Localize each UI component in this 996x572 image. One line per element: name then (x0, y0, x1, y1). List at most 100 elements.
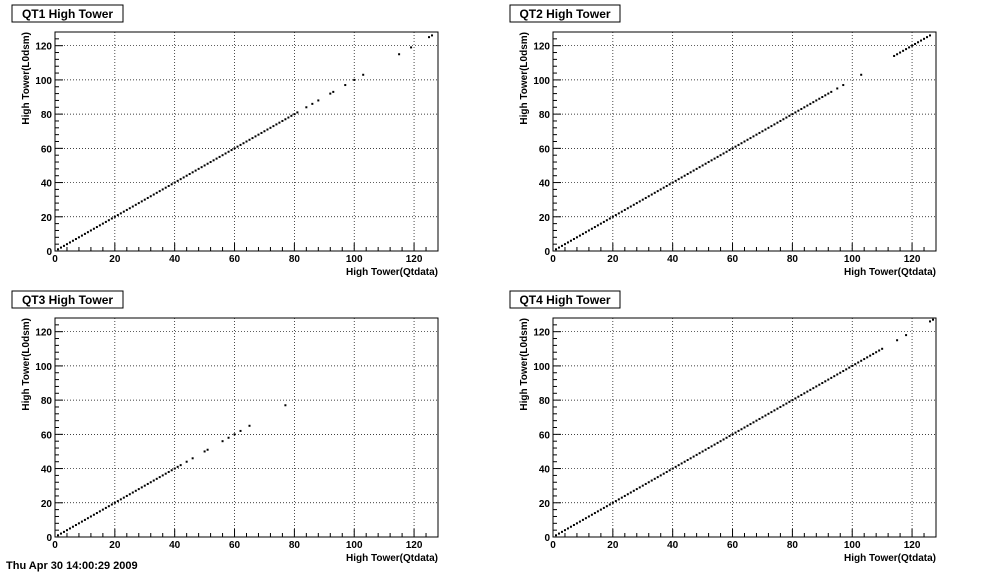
data-point (272, 125, 275, 128)
data-point (278, 121, 281, 124)
data-point (767, 412, 770, 415)
data-point (317, 99, 320, 102)
x-tick-label: 40 (169, 540, 181, 551)
data-point (86, 517, 89, 520)
data-point (806, 104, 809, 107)
chart-panel-4: QT4 High Tower 0 20 40 60 80 100 120 0 20 40 60 80 10… (509, 290, 937, 564)
data-point (152, 193, 155, 196)
data-point (626, 207, 629, 210)
data-point (77, 522, 80, 525)
data-point (296, 111, 299, 114)
data-point (800, 107, 803, 110)
data-point (620, 496, 623, 499)
data-point (128, 207, 131, 210)
data-point (830, 90, 833, 93)
x-tick-label: 120 (904, 540, 921, 551)
data-point (863, 358, 866, 361)
data-point (260, 131, 263, 134)
chart-title: QT4 High Tower (519, 293, 610, 307)
data-point (146, 196, 149, 199)
y-tick-label: 80 (41, 110, 53, 121)
x-tick-label: 40 (667, 540, 679, 551)
data-point (590, 513, 593, 516)
chart-panel-2: QT2 High Tower 0 20 40 60 80 100 120 0 20 40 60 80 10… (509, 4, 937, 278)
data-point (812, 101, 815, 104)
data-point (635, 488, 638, 491)
data-point (230, 149, 233, 152)
data-point (896, 53, 899, 56)
data-point (767, 126, 770, 129)
data-point (650, 193, 653, 196)
data-point (290, 114, 293, 117)
data-point (212, 159, 215, 162)
data-point (848, 366, 851, 369)
data-point (128, 493, 131, 496)
data-point (239, 429, 242, 432)
data-point (656, 476, 659, 479)
chart-title: QT2 High Tower (519, 7, 610, 21)
y-tick-label: 80 (539, 110, 551, 121)
x-tick-label: 60 (229, 540, 241, 551)
chart-title-box (11, 290, 124, 309)
data-point (170, 469, 173, 472)
data-point (818, 97, 821, 100)
data-point (563, 243, 566, 246)
data-point (647, 481, 650, 484)
data-point (575, 522, 578, 525)
data-point (116, 214, 119, 217)
data-point (248, 138, 251, 141)
data-point (566, 241, 569, 244)
data-point (83, 232, 86, 235)
data-point (155, 477, 158, 480)
y-tick-label: 80 (539, 396, 551, 407)
data-point (917, 41, 920, 44)
y-tick-label: 120 (533, 42, 550, 53)
data-point (695, 453, 698, 456)
x-tick-label: 100 (346, 540, 363, 551)
y-tick-label: 40 (539, 465, 551, 476)
data-point (107, 505, 110, 508)
data-point (824, 380, 827, 383)
x-tick-label: 80 (787, 254, 799, 265)
y-tick-label: 60 (41, 430, 53, 441)
chart-title: QT1 High Tower (22, 7, 113, 21)
data-point (77, 236, 80, 239)
data-point (113, 501, 116, 504)
data-point (671, 181, 674, 184)
data-point (716, 155, 719, 158)
data-point (752, 135, 755, 138)
y-tick-label: 60 (41, 144, 53, 155)
data-point (701, 164, 704, 167)
x-tick-label: 120 (904, 254, 921, 265)
data-point (899, 51, 902, 54)
data-point (746, 424, 749, 427)
data-point (791, 113, 794, 116)
data-point (254, 135, 257, 138)
data-point (707, 447, 710, 450)
data-point (632, 489, 635, 492)
data-point (743, 426, 746, 429)
data-point (191, 457, 194, 460)
data-point (131, 491, 134, 494)
data-point (704, 448, 707, 451)
y-tick-label: 0 (46, 533, 52, 544)
data-point (620, 210, 623, 213)
footer-timestamp: Thu Apr 30 14:00:29 2009 (6, 560, 138, 572)
data-point (560, 244, 563, 247)
data-point (89, 229, 92, 232)
data-point (902, 49, 905, 52)
data-point (869, 354, 872, 357)
x-axis-label: High Tower(Qtdata) (844, 553, 936, 564)
y-tick-label: 20 (539, 499, 551, 510)
data-point (110, 217, 113, 220)
data-point (599, 508, 602, 511)
data-point (158, 190, 161, 193)
data-point (662, 186, 665, 189)
x-tick-label: 120 (406, 254, 423, 265)
data-point (734, 431, 737, 434)
data-point (206, 162, 209, 165)
data-point (920, 39, 923, 42)
data-point (197, 167, 200, 170)
data-point (257, 133, 260, 136)
data-point (704, 162, 707, 165)
